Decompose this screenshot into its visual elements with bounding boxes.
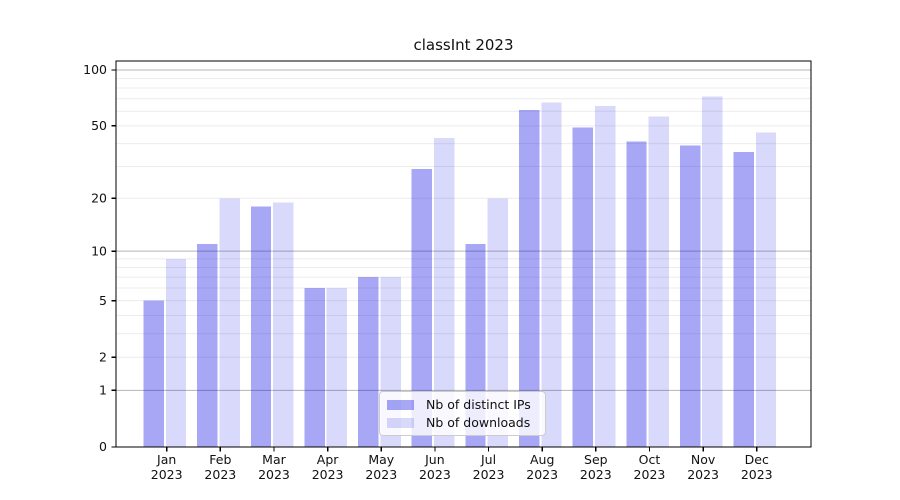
bar-downloads-apr <box>326 288 348 447</box>
bar-downloads-jan <box>165 258 187 447</box>
x-tick-label-year-mar: 2023 <box>258 467 290 482</box>
bar-downloads-feb <box>219 198 240 447</box>
plot-border <box>115 60 812 448</box>
bar-distinct-ips-feb <box>197 244 218 447</box>
bar-distinct-ips-may <box>358 277 379 447</box>
legend-row-distinct-ips: Nb of distinct IPs <box>387 397 538 412</box>
bar-downloads-jun <box>434 137 455 447</box>
bar-distinct-ips-mar <box>250 206 272 447</box>
bar-distinct-ips-nov <box>679 145 701 447</box>
bar-downloads-oct <box>648 116 669 447</box>
x-tick-label-month-feb: Feb <box>209 452 231 467</box>
x-tick-label-year-apr: 2023 <box>312 467 344 482</box>
legend-label-downloads: Nb of downloads <box>426 415 531 430</box>
x-tick-label-year-dec: 2023 <box>741 467 773 482</box>
y-tick-label-100: 100 <box>83 62 107 77</box>
legend-row-downloads: Nb of downloads <box>387 415 538 430</box>
bar-downloads-sep <box>594 106 616 447</box>
bar-distinct-ips-jan <box>143 300 164 447</box>
x-tick-label-year-oct: 2023 <box>634 467 666 482</box>
x-tick-label-month-dec: Dec <box>745 452 769 467</box>
y-tick-label-50: 50 <box>91 118 107 133</box>
bar-downloads-jul <box>487 198 508 447</box>
x-tick-label-year-aug: 2023 <box>526 467 558 482</box>
bar-downloads-dec <box>755 132 777 447</box>
chart-title: classInt 2023 <box>413 36 514 54</box>
x-tick-label-month-may: May <box>368 452 394 467</box>
legend: Nb of distinct IPs Nb of downloads <box>379 391 546 436</box>
bar-distinct-ips-dec <box>733 152 754 447</box>
x-tick-label-month-sep: Sep <box>584 452 608 467</box>
bar-distinct-ips-jun <box>411 169 433 447</box>
x-tick-label-year-feb: 2023 <box>204 467 236 482</box>
y-tick-label-1: 1 <box>99 383 107 398</box>
x-tick-label-month-oct: Oct <box>639 452 661 467</box>
x-tick-label-year-jun: 2023 <box>419 467 451 482</box>
legend-swatch-downloads <box>387 417 414 428</box>
x-tick-label-year-nov: 2023 <box>687 467 719 482</box>
x-tick-label-year-sep: 2023 <box>580 467 612 482</box>
y-tick-label-2: 2 <box>99 349 107 364</box>
y-tick-label-0: 0 <box>99 439 107 454</box>
bar-distinct-ips-sep <box>572 127 593 448</box>
bar-downloads-nov <box>702 96 723 447</box>
x-tick-label-year-jul: 2023 <box>473 467 505 482</box>
y-tick-label-10: 10 <box>91 243 107 258</box>
y-tick-label-5: 5 <box>99 293 107 308</box>
bar-downloads-mar <box>273 202 294 447</box>
x-tick-label-month-jan: Jan <box>156 452 176 467</box>
x-tick-label-month-aug: Aug <box>530 452 554 467</box>
bar-distinct-ips-oct <box>626 141 647 447</box>
legend-swatch-distinct-ips <box>387 399 414 410</box>
x-tick-label-year-jan: 2023 <box>151 467 183 482</box>
bar-downloads-aug <box>541 102 562 448</box>
x-tick-label-month-apr: Apr <box>317 452 339 467</box>
x-tick-label-month-mar: Mar <box>262 452 286 467</box>
x-tick-label-month-jul: Jul <box>480 452 496 467</box>
legend-label-distinct-ips: Nb of distinct IPs <box>426 397 531 412</box>
x-tick-label-month-jun: Jun <box>424 452 445 467</box>
y-tick-label-20: 20 <box>91 190 107 205</box>
x-tick-label-month-nov: Nov <box>691 452 716 467</box>
bar-distinct-ips-aug <box>519 109 540 448</box>
bar-distinct-ips-apr <box>304 288 325 447</box>
x-tick-label-year-may: 2023 <box>365 467 397 482</box>
